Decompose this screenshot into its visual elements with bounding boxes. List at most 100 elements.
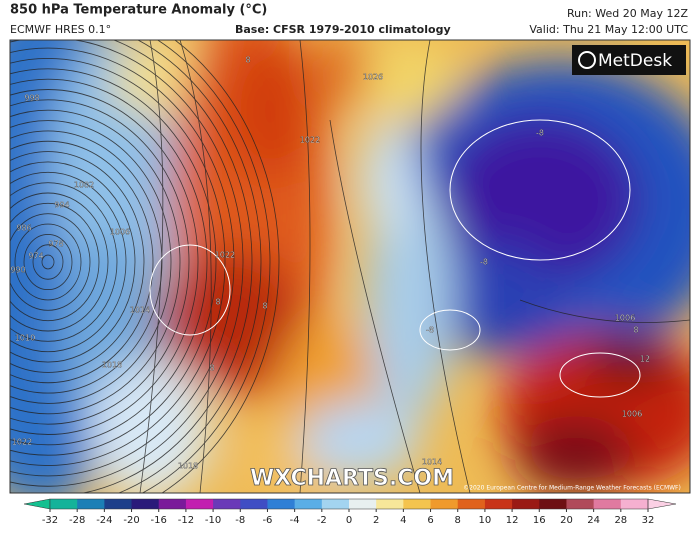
- isobar: [10, 151, 145, 373]
- map-label: -8: [426, 326, 434, 335]
- anomaly-field: [420, 245, 560, 355]
- anomaly-field: [90, 360, 210, 493]
- anomaly-field: [360, 120, 420, 240]
- colorbar-segment: [566, 499, 595, 509]
- isobar: [10, 182, 118, 342]
- colorbar-segment: [240, 499, 268, 509]
- map-label: 1006: [615, 314, 635, 323]
- colorbar-tick-label: -20: [123, 515, 139, 526]
- map-label: 990: [10, 266, 25, 275]
- map-label: 978: [48, 240, 63, 249]
- colorbar-segment: [430, 499, 459, 509]
- colorbar-arrow: [23, 498, 51, 510]
- isobar: [14, 223, 82, 301]
- colorbar-tick-label: 10: [479, 515, 492, 526]
- isobar: [141, 40, 271, 493]
- map-label: 994: [54, 201, 69, 210]
- valid: Valid: Thu 21 May 12:00 UTC: [529, 23, 688, 36]
- colorbar-tick-label: -4: [290, 515, 300, 526]
- map-label: 1022: [215, 251, 235, 260]
- colorbar-segment: [294, 499, 323, 509]
- colorbar-tick-label: 6: [427, 515, 433, 526]
- map-label: 1014: [130, 306, 150, 315]
- anomaly-field: [312, 40, 368, 110]
- map-label: 974: [28, 252, 43, 261]
- isobar: [519, 299, 690, 323]
- copyright: ©2020 European Centre for Medium-Range W…: [463, 485, 681, 492]
- colorbar-tick-label: 28: [614, 515, 627, 526]
- map-label: 8: [262, 302, 267, 311]
- isobar: [10, 140, 154, 384]
- isobar: [10, 40, 253, 493]
- map-label: 998: [24, 94, 39, 103]
- colorbar-segment: [376, 499, 404, 509]
- colorbar-tick-label: 16: [533, 515, 546, 526]
- isobar: [10, 40, 244, 487]
- map-label: 1018: [178, 462, 198, 471]
- isobar: [299, 40, 311, 493]
- isobar: [41, 254, 55, 270]
- logo-box: [572, 45, 686, 75]
- isobar: [10, 109, 181, 415]
- colorbar-segment: [267, 499, 296, 509]
- isobar: [10, 192, 109, 332]
- map-label: 1014: [422, 458, 442, 467]
- anomaly-field: [515, 415, 635, 493]
- anomaly-contour: [559, 352, 641, 398]
- colorbar-tick-label: 4: [400, 515, 406, 526]
- colorbar-segment: [77, 499, 105, 509]
- colorbar-segment: [539, 499, 567, 509]
- colorbar-tick-label: 20: [560, 515, 573, 526]
- map-label: 1002: [74, 181, 94, 190]
- isobar: [329, 119, 421, 493]
- isobar: [10, 120, 172, 404]
- map-label: 1010: [15, 334, 35, 343]
- colorbar-arrow: [647, 498, 677, 510]
- colorbar-segment: [512, 499, 540, 509]
- colorbar-tick-label: 0: [346, 515, 352, 526]
- map-label: 8: [245, 56, 250, 65]
- map-label: -8: [536, 129, 544, 138]
- colorbar-segment: [131, 499, 160, 509]
- isobar: [10, 58, 226, 466]
- colorbar-segment: [593, 499, 622, 509]
- colorbar-segment: [213, 499, 241, 509]
- colorbar-tick-label: -28: [69, 515, 85, 526]
- map-label: 1022: [12, 438, 32, 447]
- colorbar-tick-label: -16: [151, 515, 167, 526]
- anomaly-field: [350, 40, 460, 120]
- colorbar-tick-label: 2: [373, 515, 379, 526]
- isobar: [10, 78, 208, 446]
- isobar: [32, 244, 64, 280]
- colorbar-segment: [457, 499, 486, 509]
- map-label: 1018: [102, 361, 122, 370]
- colorbar-tick-label: -10: [205, 515, 221, 526]
- isobar: [23, 233, 73, 291]
- colorbar-tick-label: -2: [317, 515, 327, 526]
- colorbar-tick-label: -8: [235, 515, 245, 526]
- isobar: [179, 40, 212, 493]
- isobar: [117, 40, 262, 493]
- isobar: [10, 68, 217, 456]
- colorbar-segment: [158, 499, 187, 509]
- colorbar-tick-label: -12: [178, 515, 194, 526]
- model: ECMWF HRES 0.1°: [10, 23, 111, 36]
- colorbar-tick-label: 8: [455, 515, 461, 526]
- logo: MetDesk: [598, 51, 672, 71]
- anomaly-field: [225, 40, 315, 180]
- colorbar-segment: [50, 499, 78, 509]
- map-label: -8: [480, 258, 488, 267]
- map-label: 1022: [300, 136, 320, 145]
- isobar: [10, 47, 235, 477]
- anomaly-contour: [449, 119, 631, 261]
- map-label: 8: [633, 326, 638, 335]
- map-label: 986: [16, 224, 31, 233]
- map-label: 8: [209, 364, 214, 373]
- isobar: [10, 99, 190, 425]
- isobar: [10, 161, 136, 363]
- colorbar-segment: [403, 499, 432, 509]
- isobar: [139, 40, 164, 493]
- isobar: [420, 40, 471, 493]
